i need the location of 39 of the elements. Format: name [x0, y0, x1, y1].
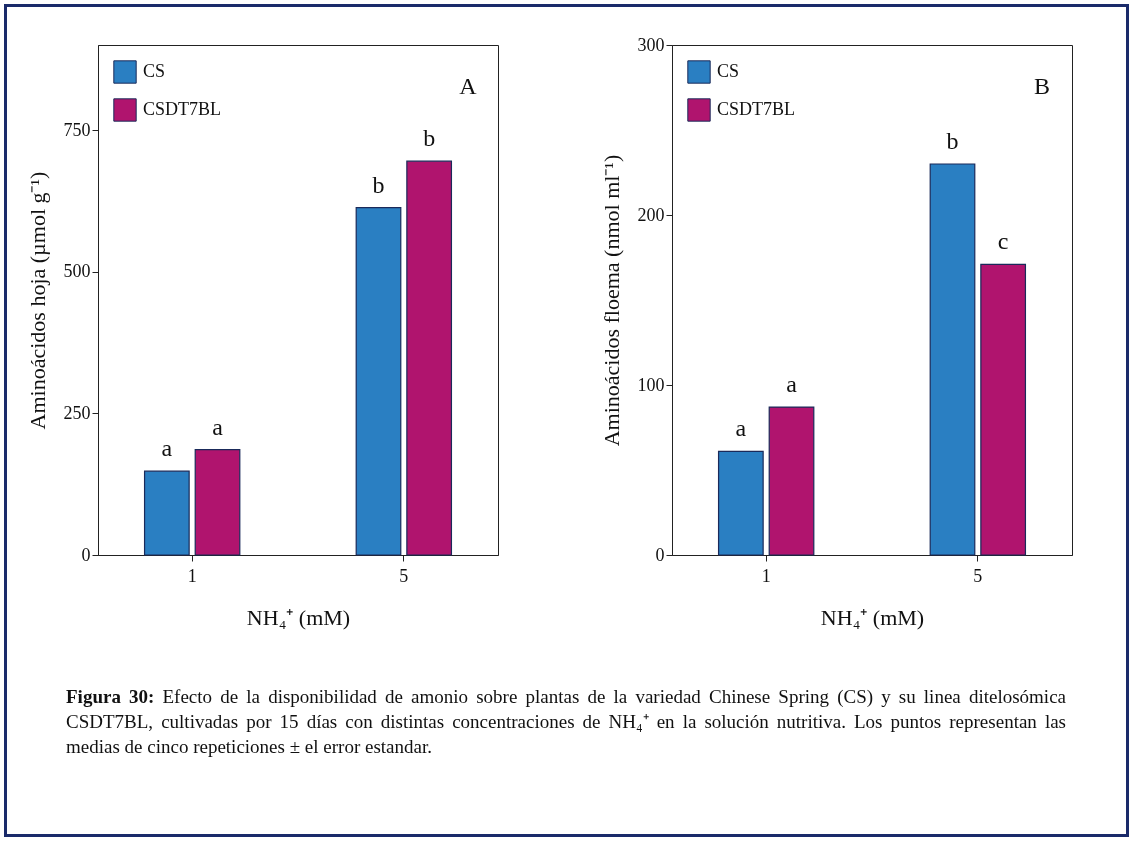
x-axis-title: NH₄⁺ (mM) [820, 604, 925, 630]
x-tick-label: 5 [399, 565, 409, 586]
y-axis-title: Aminoácidos hoja (µmol g⁻¹) [24, 171, 50, 430]
y-tick-label: 0 [655, 544, 665, 565]
bar [143, 470, 190, 556]
y-tick-label: 100 [637, 374, 665, 395]
bar [406, 160, 453, 556]
annotation: a [786, 371, 798, 398]
x-axis-title: NH₄⁺ (mM) [246, 604, 351, 630]
y-tick-label: 300 [637, 34, 665, 55]
y-tick-label: 250 [63, 402, 91, 423]
y-axis-title: Aminoácidos floema (nmol ml⁻¹) [598, 154, 624, 447]
annotation: c [997, 228, 1009, 255]
annotation: a [735, 415, 747, 442]
annotation: b [423, 125, 436, 152]
annotation: B [1033, 73, 1051, 99]
x-tick-label: 5 [973, 565, 983, 586]
legend-label: CS [143, 61, 166, 81]
x-tick-label: 1 [761, 565, 771, 586]
annotation: a [212, 413, 224, 440]
legend-label: CS [717, 61, 740, 81]
y-tick-label: 500 [63, 261, 91, 282]
legend-label: CSDT7BL [143, 99, 222, 119]
y-tick-label: 200 [637, 204, 665, 225]
x-tick-label: 1 [187, 565, 197, 586]
bar [929, 163, 976, 556]
annotation: A [459, 73, 478, 99]
legend-label: CSDT7BL [717, 99, 796, 119]
annotation: a [161, 435, 173, 462]
bar [980, 263, 1027, 556]
bar [768, 406, 815, 556]
annotation: b [372, 171, 385, 198]
annotation: b [946, 128, 959, 154]
bar [194, 449, 241, 556]
bar [355, 207, 402, 556]
y-tick-label: 0 [81, 544, 91, 565]
y-tick-label: 750 [63, 119, 91, 140]
text: Figura 30: Efecto de la disponibilidad de amonio sobre plantas de la variedad Chinese Spring (CS) y su linea ditelosómica CSDT7BL, cultivadas por 15 días con distintas concentraciones de NH₄⁺ en la solución nutritiva. Los puntos representan las medias de cinco repeticiones ± el error estandar. [66, 685, 1066, 759]
bar [717, 450, 764, 556]
